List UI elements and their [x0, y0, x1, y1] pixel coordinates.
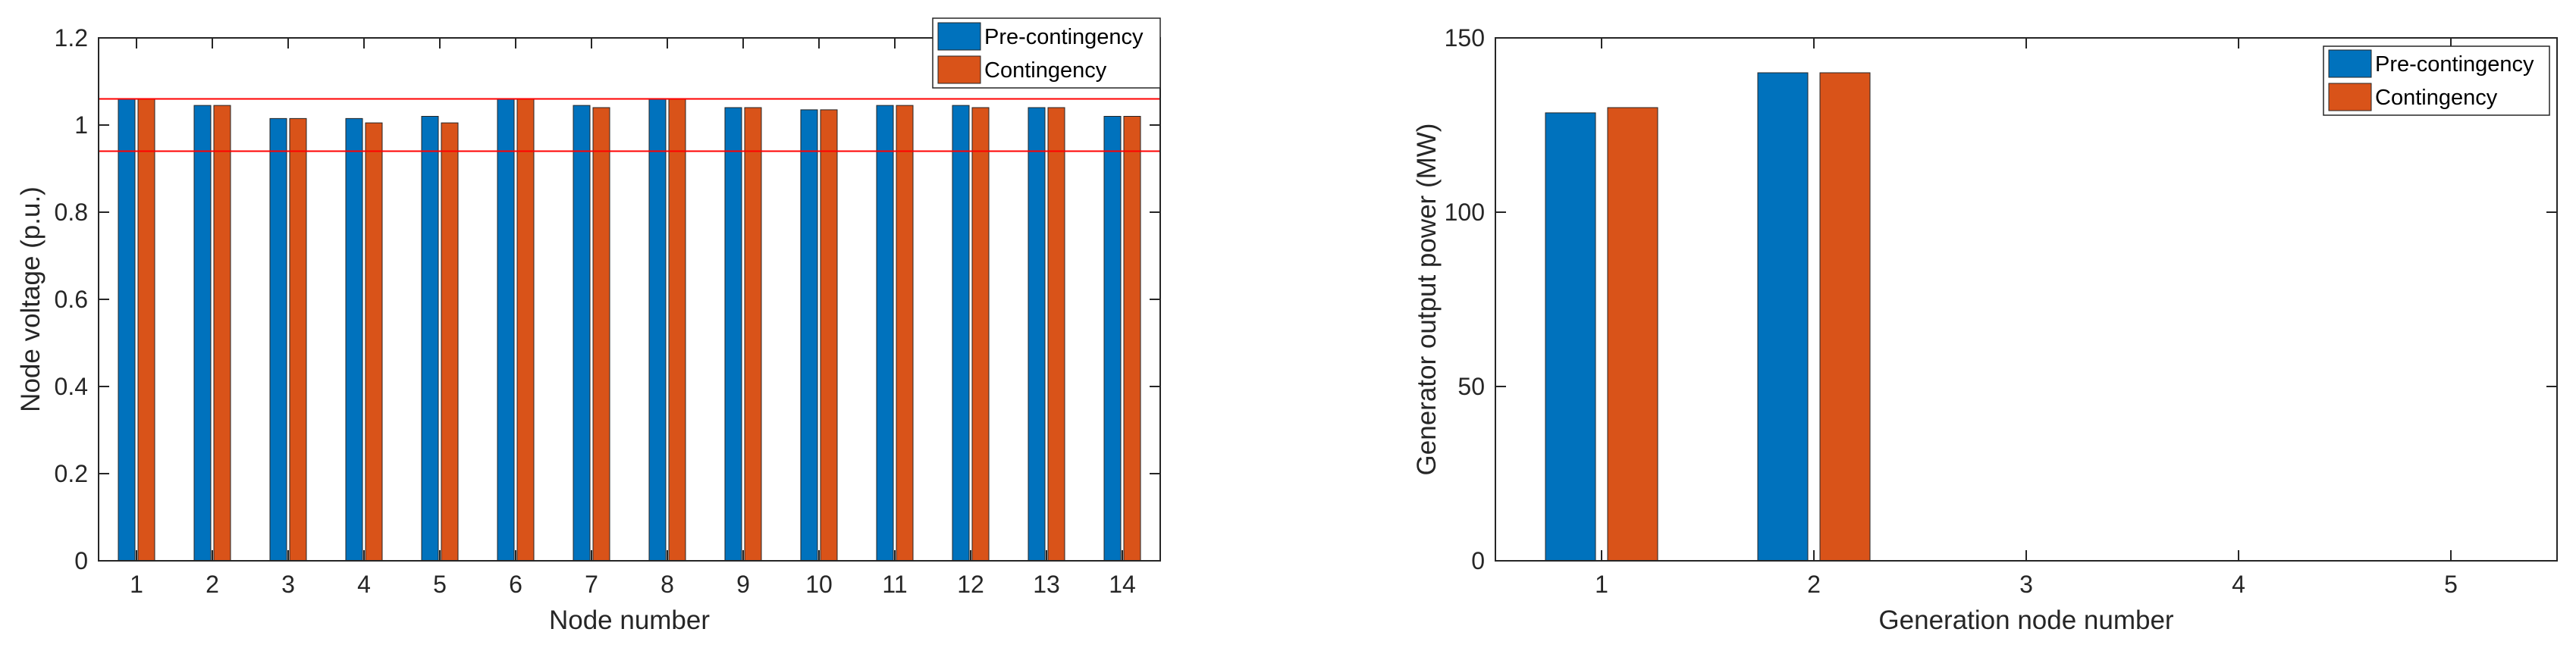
legend: Pre-contingency Contingency	[932, 17, 1161, 89]
x-tick-label: 3	[2019, 571, 2033, 598]
legend-swatch-contingency	[2328, 83, 2372, 111]
reference-lines	[99, 98, 1160, 152]
bar-contingency-10	[820, 109, 838, 562]
bar-pre-8	[648, 99, 667, 562]
y-tick-label: 0.6	[55, 286, 88, 313]
y-tick-label: 150	[1445, 24, 1485, 52]
y-tick-label: 1	[74, 111, 88, 139]
bar-contingency-6	[516, 99, 535, 562]
bar-pre-12	[952, 105, 970, 562]
y-tick-label: 0.8	[55, 199, 88, 226]
y-tick-label: 1.2	[55, 24, 88, 52]
legend-swatch-pre	[2328, 49, 2372, 78]
bar-pre-10	[800, 109, 818, 562]
x-tick-label: 2	[206, 571, 219, 598]
x-axis-label: Generation node number	[1878, 605, 2173, 635]
y-axis-label: Node voltage (p.u.)	[16, 186, 45, 412]
y-tick-labels: 0 0.2 0.4 0.6 0.8 1 1.2	[55, 24, 88, 574]
x-tick-label: 4	[2232, 571, 2245, 598]
x-tick-label: 1	[1595, 571, 1608, 598]
legend: Pre-contingency Contingency	[2323, 45, 2550, 116]
bar-contingency-7	[592, 107, 610, 562]
plot-area	[1495, 38, 2557, 561]
bar-pre-14	[1103, 116, 1122, 562]
legend-label-contingency: Contingency	[984, 58, 1107, 83]
bar-pre-9	[724, 107, 742, 562]
x-tick-label: 5	[2444, 571, 2458, 598]
plot-area	[99, 38, 1160, 561]
x-tick-label: 1	[130, 571, 143, 598]
bar-pre-3	[269, 117, 287, 562]
x-tick-label: 7	[585, 571, 598, 598]
bar-pre-13	[1028, 107, 1046, 562]
bar-contingency-5	[441, 122, 459, 562]
y-axis-label: Generator output power (MW)	[1412, 124, 1442, 476]
bar-pre-5	[421, 116, 439, 562]
bar-pre-2	[1757, 72, 1809, 562]
y-tick-label: 0	[74, 547, 88, 574]
x-tick-label: 9	[736, 571, 750, 598]
bar-contingency-2	[1819, 72, 1871, 562]
bar-pre-4	[345, 117, 363, 562]
bar-contingency-11	[896, 105, 914, 562]
bar-contingency-3	[289, 117, 307, 562]
voltage-chart: 1 2 3 4 5 6 7 8 9 10 11 12 13 14 00.20.40.60.811.2 No…	[16, 17, 1161, 635]
legend-swatch-pre	[937, 22, 981, 51]
x-tick-label: 10	[805, 571, 833, 598]
y-tick-label: 0.2	[55, 460, 88, 487]
bar-contingency-13	[1047, 107, 1065, 562]
x-tick-label: 8	[660, 571, 674, 598]
x-tick-label: 3	[281, 571, 295, 598]
x-tick-labels: 1 2 3 4 5 6 7 8 9 10 11 12 13 14	[130, 571, 1136, 598]
generator-chart: 1 2 3 4 5 0 50 100 150 Generation node number G…	[1412, 24, 2558, 635]
x-tick-label: 12	[957, 571, 984, 598]
y-tick-labels: 0 50 100 150	[1445, 24, 1485, 574]
x-tick-label: 4	[357, 571, 371, 598]
y-tick-label: 0	[1471, 547, 1485, 574]
y-tick-label: 50	[1457, 373, 1485, 400]
x-tick-label: 2	[1807, 571, 1821, 598]
x-tick-label: 6	[509, 571, 522, 598]
bars	[118, 99, 1141, 562]
x-tick-label: 13	[1033, 571, 1060, 598]
y-tick-label: 0.4	[55, 373, 88, 400]
bar-contingency-4	[365, 122, 383, 562]
legend-label-pre: Pre-contingency	[2375, 52, 2534, 77]
bar-contingency-8	[668, 99, 686, 562]
legend-label-pre: Pre-contingency	[984, 25, 1144, 49]
x-tick-label: 11	[882, 571, 907, 598]
bar-contingency-12	[971, 107, 990, 562]
bar-contingency-9	[744, 107, 762, 562]
bar-pre-7	[573, 105, 591, 562]
bar-pre-11	[876, 105, 894, 562]
bar-pre-2	[193, 105, 212, 562]
bars	[1545, 72, 1871, 562]
bar-pre-6	[497, 99, 515, 562]
bar-contingency-14	[1123, 116, 1141, 562]
bar-pre-1	[118, 99, 136, 562]
legend-swatch-contingency	[937, 55, 981, 84]
legend-label-contingency: Contingency	[2375, 86, 2498, 110]
bar-contingency-1	[137, 99, 155, 562]
bar-pre-1	[1545, 112, 1596, 562]
x-tick-label: 5	[433, 571, 447, 598]
bar-contingency-1	[1607, 107, 1658, 562]
bar-contingency-2	[213, 105, 231, 562]
x-tick-label: 14	[1109, 571, 1136, 598]
x-tick-labels: 1 2 3 4 5	[1595, 571, 2458, 598]
y-tick-label: 100	[1445, 199, 1485, 226]
x-axis-label: Node number	[549, 605, 710, 635]
